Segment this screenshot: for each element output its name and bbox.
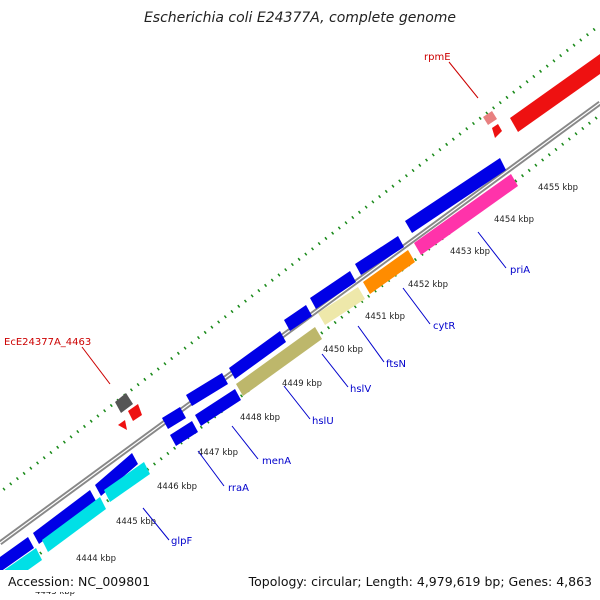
leader-glpf — [142, 507, 170, 541]
leader-cytr — [402, 287, 431, 325]
gene-blue-3 — [310, 271, 356, 309]
gene-blue-1 — [405, 158, 506, 233]
footer-backdrop — [0, 570, 600, 592]
scale-mark: 4449 kbp — [282, 379, 322, 389]
scale-mark: 4444 kbp — [76, 554, 116, 564]
leader-ftsn — [357, 325, 385, 363]
scale-mark: 4445 kbp — [116, 517, 156, 527]
leader-mena — [231, 425, 259, 460]
gene-label-ece24377a-4463: EcE24377A_4463 — [4, 337, 91, 348]
small-red-gene — [492, 124, 502, 138]
gene-magenta — [414, 174, 518, 255]
gene-label-mena: menA — [262, 456, 291, 467]
gene-blue-5 — [229, 331, 286, 379]
leader-hslv — [321, 353, 349, 388]
map-title: Escherichia coli E24377A, complete genom… — [144, 10, 456, 26]
gene-label-hslu: hslU — [312, 416, 334, 427]
leader-pria — [477, 231, 507, 269]
gene-labels: rpmE EcE24377A_4463 priA cytR ftsN hslV … — [4, 52, 530, 547]
gene-label-hslv: hslV — [350, 384, 371, 395]
scale-marks: 4443 kbp 4444 kbp 4445 kbp 4446 kbp 4447… — [35, 183, 578, 597]
gene-blue-11 — [33, 490, 96, 544]
gene-blue-7 — [162, 407, 186, 429]
scale-mark: 4448 kbp — [240, 413, 280, 423]
gene-blue-12 — [0, 537, 34, 572]
scale-mark: 4455 kbp — [538, 183, 578, 193]
gene-label-ftsn: ftsN — [386, 359, 406, 370]
gene-khaki-light — [318, 287, 365, 325]
gene-orange — [363, 250, 415, 294]
red-gene-b — [118, 420, 127, 430]
accession-text: Accession: NC_009801 — [8, 574, 150, 589]
gene-label-cytr: cytR — [433, 321, 455, 332]
gene-khaki — [236, 327, 322, 396]
gene-blue-4 — [284, 305, 312, 331]
leader-ece24377a-4463 — [81, 346, 111, 385]
gene-label-rpme: rpmE — [424, 52, 451, 63]
small-pink-gene — [483, 111, 497, 125]
leader-rraa — [197, 450, 225, 487]
colored-genes — [0, 174, 518, 590]
leader-rpme — [448, 61, 479, 99]
outer-features — [115, 54, 600, 430]
scale-mark: 4452 kbp — [408, 280, 448, 290]
gene-blue-10 — [95, 453, 138, 496]
gene-label-pria: priA — [510, 265, 530, 276]
gene-label-glpf: glpF — [171, 536, 192, 547]
rpme-gene — [510, 54, 600, 132]
summary-text: Topology: circular; Length: 4,979,619 bp… — [248, 574, 592, 589]
grey-gene — [115, 393, 133, 413]
red-gene-a — [128, 404, 142, 421]
gene-blue-9 — [170, 421, 198, 446]
forward-genes — [0, 158, 506, 572]
gene-blue-6 — [186, 373, 228, 406]
gene-label-rraa: rraA — [228, 483, 249, 494]
scale-mark: 4451 kbp — [365, 312, 405, 322]
scale-mark: 4447 kbp — [198, 448, 238, 458]
leader-hslu — [283, 385, 311, 420]
gene-blue-2 — [355, 236, 404, 275]
scale-mark: 4453 kbp — [450, 247, 490, 257]
gene-cyan-1 — [104, 462, 150, 502]
gene-blue-8 — [195, 389, 241, 426]
outer-tick-track — [0, 23, 600, 495]
gene-cyan-2 — [42, 497, 106, 552]
scale-mark: 4450 kbp — [323, 345, 363, 355]
leader-lines — [81, 61, 507, 541]
scale-mark: 4454 kbp — [494, 215, 534, 225]
scale-mark: 4446 kbp — [157, 482, 197, 492]
